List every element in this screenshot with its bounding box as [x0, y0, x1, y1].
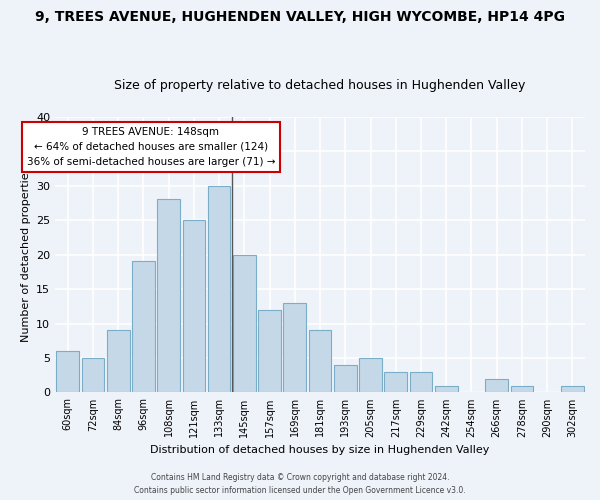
Bar [182, 220, 205, 392]
Bar [485, 378, 508, 392]
Bar [258, 310, 281, 392]
Text: 9 TREES AVENUE: 148sqm
← 64% of detached houses are smaller (124)
36% of semi-de: 9 TREES AVENUE: 148sqm ← 64% of detached… [27, 127, 275, 166]
Bar [56, 351, 79, 393]
Title: Size of property relative to detached houses in Hughenden Valley: Size of property relative to detached ho… [115, 79, 526, 92]
Bar [334, 365, 356, 392]
Text: Contains HM Land Registry data © Crown copyright and database right 2024.
Contai: Contains HM Land Registry data © Crown c… [134, 474, 466, 495]
Bar [561, 386, 584, 392]
Bar [157, 200, 180, 392]
Bar [208, 186, 230, 392]
X-axis label: Distribution of detached houses by size in Hughenden Valley: Distribution of detached houses by size … [151, 445, 490, 455]
Bar [82, 358, 104, 392]
Text: 9, TREES AVENUE, HUGHENDEN VALLEY, HIGH WYCOMBE, HP14 4PG: 9, TREES AVENUE, HUGHENDEN VALLEY, HIGH … [35, 10, 565, 24]
Bar [410, 372, 433, 392]
Bar [107, 330, 130, 392]
Bar [283, 303, 306, 392]
Y-axis label: Number of detached properties: Number of detached properties [20, 167, 31, 342]
Bar [308, 330, 331, 392]
Bar [132, 262, 155, 392]
Bar [511, 386, 533, 392]
Bar [359, 358, 382, 392]
Bar [385, 372, 407, 392]
Bar [435, 386, 458, 392]
Bar [233, 254, 256, 392]
